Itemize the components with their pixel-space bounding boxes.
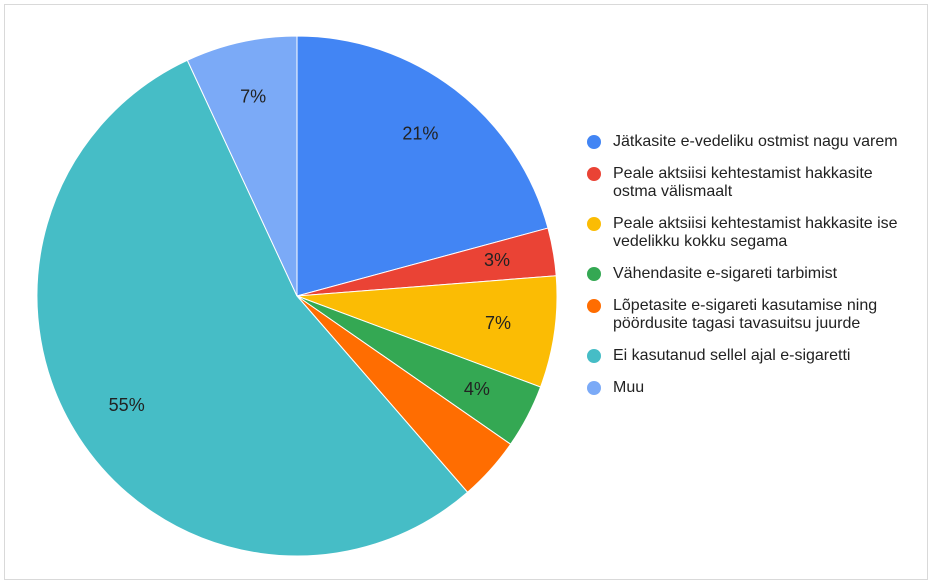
- legend-item: Muu: [585, 379, 905, 397]
- legend-item: Peale aktsiisi kehtestamist hakkasite os…: [585, 165, 905, 201]
- legend-item: Ei kasutanud sellel ajal e-sigaretti: [585, 347, 905, 365]
- data-label: 4%: [464, 379, 490, 399]
- pie-slice: [296, 275, 558, 388]
- data-label: 7%: [240, 87, 266, 107]
- chart: 21% 3% 7% 4% 55% 7%: [36, 35, 558, 557]
- legend-label: Ei kasutanud sellel ajal e-sigaretti: [613, 347, 851, 364]
- data-label: 3%: [484, 250, 510, 270]
- legend-label: Jätkasite e-vedeliku ostmist nagu varem: [613, 133, 898, 150]
- pie-slice: [36, 59, 469, 557]
- legend-item: Jätkasite e-vedeliku ostmist nagu varem: [585, 133, 905, 151]
- legend-label: Muu: [613, 379, 645, 396]
- data-label: 7%: [485, 313, 511, 333]
- legend-swatch: [587, 135, 601, 149]
- legend-swatch: [587, 299, 601, 313]
- legend-label: Lõpetasite e-sigareti kasutamise ning pö…: [613, 297, 878, 332]
- legend-item: Peale aktsiisi kehtestamist hakkasite is…: [585, 215, 905, 251]
- legend-item: Vähendasite e-sigareti tarbimist: [585, 265, 905, 283]
- legend-label: Peale aktsiisi kehtestamist hakkasite os…: [613, 165, 873, 200]
- data-label: 55%: [109, 395, 145, 415]
- legend: Jätkasite e-vedeliku ostmist nagu varem P…: [585, 133, 905, 411]
- legend-label: Vähendasite e-sigareti tarbimist: [613, 265, 838, 282]
- pie-slice: [186, 35, 298, 297]
- legend-item: Lõpetasite e-sigareti kasutamise ning pö…: [585, 297, 905, 333]
- legend-swatch: [587, 217, 601, 231]
- legend-label: Peale aktsiisi kehtestamist hakkasite is…: [613, 215, 898, 250]
- chart-card: 21% 3% 7% 4% 55% 7% Jätkasite e-vedeliku ostm…: [4, 4, 928, 580]
- legend-swatch: [587, 267, 601, 281]
- pie-slice: [296, 35, 549, 297]
- legend-swatch: [587, 167, 601, 181]
- legend-swatch: [587, 381, 601, 395]
- legend-swatch: [587, 349, 601, 363]
- data-label: 21%: [402, 124, 438, 144]
